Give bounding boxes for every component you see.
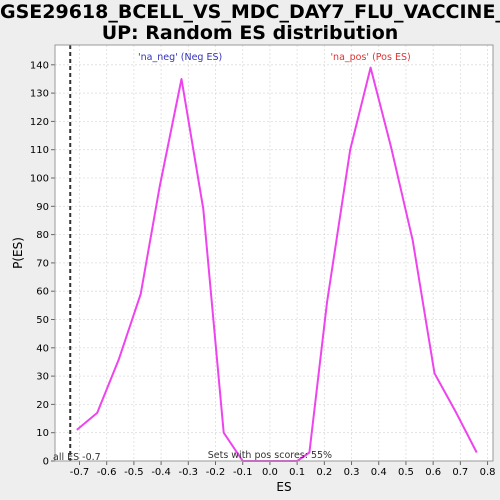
x-tick-label: -0.4 [151,467,171,478]
grid-lines [55,45,493,462]
chart-title: GSE29618_BCELL_VS_MDC_DAY7_FLU_VACCINE_ … [0,2,500,44]
x-axis-ticks: -0.7 -0.6 -0.5 -0.4 -0.3 -0.2 -0.1 0.0 0.1 0.2 0.3… [70,461,496,478]
x-tick-label: 0.1 [289,467,305,478]
x-axis-label: ES [276,480,291,494]
x-tick-label: -0.2 [206,467,226,478]
x-tick-label: -0.5 [124,467,144,478]
x-tick-label: -0.1 [233,467,253,478]
pos-scores-label: Sets with pos scores: 55% [208,450,332,461]
x-tick-label: 0.7 [452,467,468,478]
x-tick-label: 0.5 [398,467,414,478]
y-tick-label: 20 [36,400,49,411]
x-tick-label: 0.3 [344,467,360,478]
y-tick-label: 60 [36,287,49,298]
neg-es-label: 'na_neg' (Neg ES) [138,52,222,63]
y-tick-label: 140 [30,60,49,71]
x-tick-label: -0.3 [179,467,199,478]
chart-title-line2: UP: Random ES distribution [101,22,399,44]
x-tick-label: -0.7 [70,467,90,478]
observed-es-label: all ES -0.7 [53,452,101,463]
pos-es-label: 'na_pos' (Pos ES) [330,52,410,63]
plot-area [55,45,493,461]
x-tick-label: 0.8 [480,467,496,478]
chart-title-line1: GSE29618_BCELL_VS_MDC_DAY7_FLU_VACCINE_ [0,1,500,23]
y-tick-label: 80 [36,230,49,241]
y-tick-label: 10 [36,428,49,439]
y-tick-label: 40 [36,343,49,354]
x-tick-label: -0.6 [97,467,117,478]
y-axis-ticks: 0 10 20 30 40 50 60 70 80 90 100 110 120 130 140 [30,60,55,468]
y-tick-label: 120 [30,117,49,128]
plot-border [54,44,494,462]
y-tick-label: 70 [36,258,49,269]
x-tick-label: 0.0 [262,467,278,478]
y-axis-label: P(ES) [11,237,25,269]
y-tick-label: 50 [36,315,49,326]
y-tick-label: 90 [36,202,49,213]
y-tick-label: 110 [30,145,49,156]
y-tick-label: 0 [43,457,49,468]
x-tick-label: 0.4 [371,467,387,478]
y-tick-label: 130 [30,89,49,100]
y-tick-label: 30 [36,372,49,383]
y-tick-label: 100 [30,174,49,185]
x-tick-label: 0.6 [425,467,441,478]
x-tick-label: 0.2 [316,467,332,478]
